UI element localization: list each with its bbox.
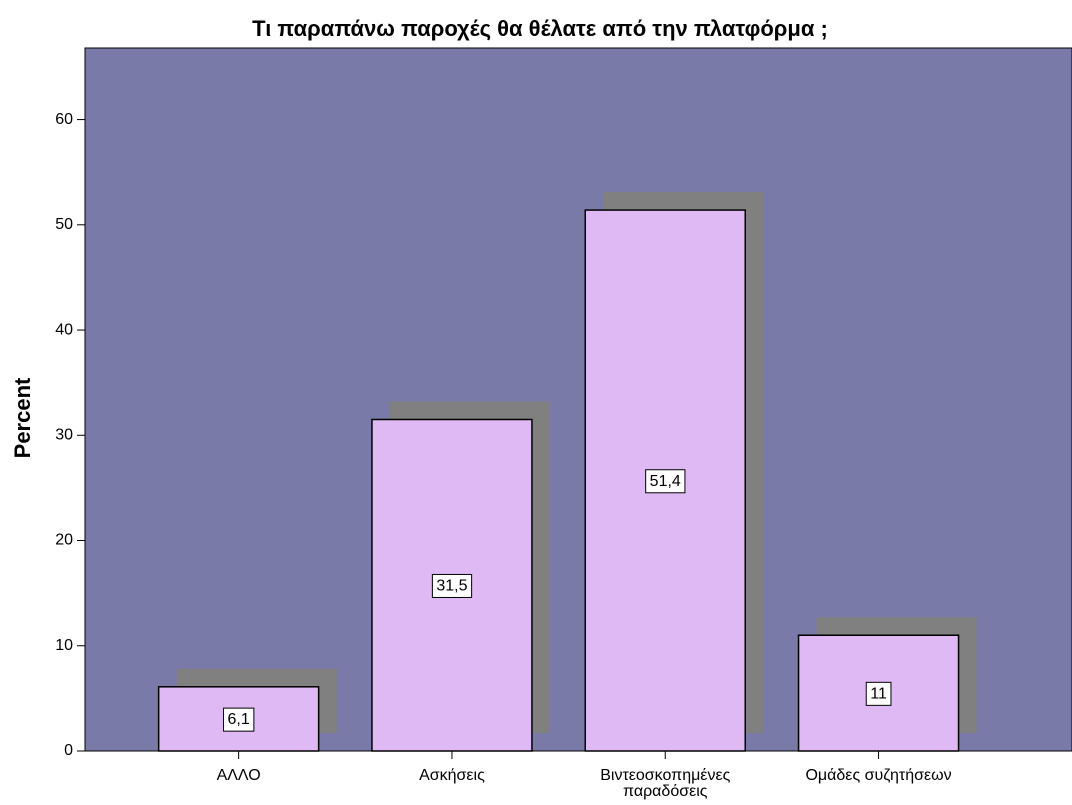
y-tick-label: 40 bbox=[55, 321, 73, 338]
x-tick-label: Βιντεοσκοπημένες παραδόσεις bbox=[600, 767, 731, 800]
value-label-box bbox=[645, 469, 686, 494]
value-label: 11 bbox=[870, 685, 887, 702]
x-tick-label: ΑΛΛΟ bbox=[216, 767, 261, 784]
value-label-box bbox=[865, 681, 892, 706]
value-label-box bbox=[223, 707, 255, 732]
x-tick-label: Ασκήσεις bbox=[419, 767, 485, 784]
y-tick-label: 60 bbox=[55, 111, 73, 128]
y-axis-label: Percent bbox=[10, 377, 35, 458]
x-tick-label: Ομάδες συζητήσεων bbox=[805, 767, 952, 784]
chart-title: Τι παραπάνω παροχές θα θέλατε από την πλ… bbox=[252, 16, 828, 41]
value-label: 6,1 bbox=[228, 711, 250, 728]
value-label: 51,4 bbox=[650, 473, 681, 490]
value-label-box bbox=[431, 573, 473, 598]
y-tick-label: 20 bbox=[55, 532, 73, 549]
value-label: 31,5 bbox=[436, 577, 467, 594]
y-tick-label: 50 bbox=[55, 216, 73, 233]
y-tick-label: 10 bbox=[55, 637, 73, 654]
y-tick-label: 30 bbox=[55, 427, 73, 444]
y-tick-label: 0 bbox=[64, 742, 73, 759]
